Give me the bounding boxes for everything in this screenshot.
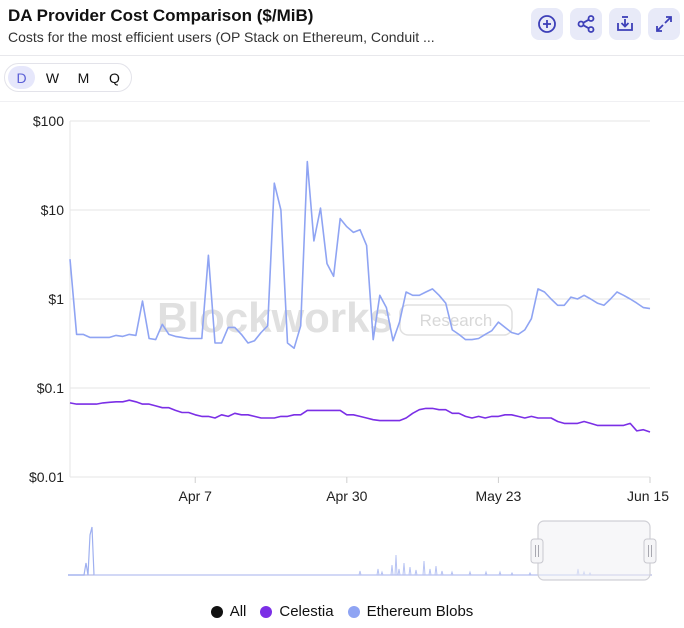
download-icon xyxy=(617,16,633,31)
series-lines xyxy=(69,160,651,433)
x-tick-label: Jun 15 xyxy=(627,488,669,504)
navigator-window[interactable] xyxy=(537,520,651,581)
grid-lines xyxy=(69,120,650,478)
y-tick-label: $0.01 xyxy=(29,469,64,485)
x-tick-label: Apr 7 xyxy=(178,488,212,504)
navigator-handle-right[interactable] xyxy=(643,538,657,564)
legend-label-ethereum-blobs: Ethereum Blobs xyxy=(366,603,474,620)
navigator-series xyxy=(68,526,95,576)
add-circle-icon xyxy=(538,15,556,33)
download-button[interactable] xyxy=(609,8,641,40)
legend-item-ethereum-blobs[interactable]: Ethereum Blobs xyxy=(347,603,474,620)
series-line-ethereum-blobs[interactable] xyxy=(69,160,651,349)
legend-dot-celestia xyxy=(260,605,273,618)
legend-label-celestia: Celestia xyxy=(279,603,334,620)
y-axis: $100 $10 $1 $0.1 $0.01 xyxy=(29,113,64,485)
navigator-series xyxy=(94,554,592,576)
y-tick-label: $0.1 xyxy=(37,380,64,396)
expand-icon xyxy=(656,16,672,32)
add-button[interactable] xyxy=(531,8,563,40)
legend-item-celestia[interactable]: Celestia xyxy=(260,603,334,620)
legend: All Celestia Ethereum Blobs xyxy=(0,603,684,620)
navigator[interactable] xyxy=(68,520,657,581)
tab-week[interactable]: W xyxy=(45,69,60,86)
chart-subtitle: Costs for the most efficient users (OP S… xyxy=(8,29,435,45)
toolbar-divider xyxy=(0,101,684,102)
y-tick-label: $100 xyxy=(33,113,64,129)
chart-area: Blockworks Research $100 $10 $1 $0.1 $0.01 A… xyxy=(29,113,669,581)
tab-month[interactable]: M xyxy=(77,69,90,86)
series-line-celestia[interactable] xyxy=(69,399,651,433)
header-divider xyxy=(0,55,684,56)
legend-dot-ethereum-blobs xyxy=(347,605,360,618)
y-tick-label: $1 xyxy=(48,291,64,307)
legend-dot-all xyxy=(210,605,223,618)
watermark-tag: Research xyxy=(420,311,493,330)
share-icon xyxy=(577,15,595,33)
navigator-handle-left[interactable] xyxy=(530,538,544,564)
tab-day[interactable]: D xyxy=(8,66,35,89)
x-tick-label: Apr 30 xyxy=(326,488,367,504)
chart-header: DA Provider Cost Comparison ($/MiB) Cost… xyxy=(0,0,684,56)
watermark: Blockworks Research xyxy=(157,294,513,341)
x-axis: Apr 7 Apr 30 May 23 Jun 15 xyxy=(178,477,669,504)
range-tabs: D W M Q xyxy=(4,63,132,92)
tab-quarter[interactable]: Q xyxy=(109,69,120,86)
legend-item-all[interactable]: All xyxy=(210,603,247,620)
x-tick-label: May 23 xyxy=(475,488,521,504)
legend-label-all: All xyxy=(229,603,247,620)
expand-button[interactable] xyxy=(648,8,680,40)
share-button[interactable] xyxy=(570,8,602,40)
watermark-brand: Blockworks xyxy=(157,294,393,341)
y-tick-label: $10 xyxy=(41,202,65,218)
chart-title: DA Provider Cost Comparison ($/MiB) xyxy=(8,6,314,25)
